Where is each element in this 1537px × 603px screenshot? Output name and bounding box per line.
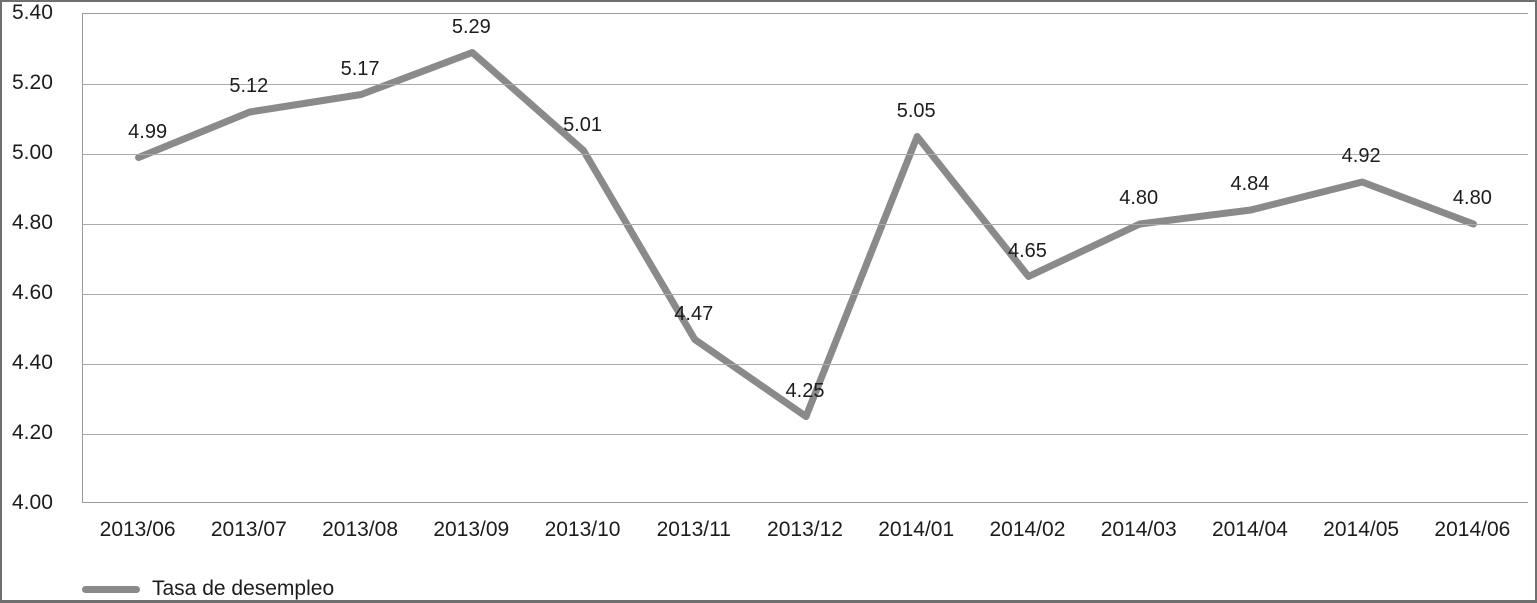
x-tick-label: 2013/08 bbox=[322, 518, 399, 541]
data-label: 4.92 bbox=[1341, 145, 1381, 167]
y-tick-label: 4.60 bbox=[12, 281, 53, 304]
data-label: 4.80 bbox=[1452, 187, 1492, 209]
data-label: 4.99 bbox=[128, 120, 168, 143]
data-label: 4.65 bbox=[1007, 239, 1047, 262]
legend-label: Tasa de desempleo bbox=[152, 577, 335, 600]
y-tick-label: 4.00 bbox=[12, 491, 53, 514]
data-label: 5.01 bbox=[563, 113, 602, 136]
x-tick-label: 2013/09 bbox=[433, 518, 510, 541]
series-line bbox=[135, 49, 1477, 420]
data-label: 5.29 bbox=[451, 15, 491, 38]
data-label: 5.05 bbox=[896, 99, 936, 122]
gridline bbox=[83, 363, 1528, 365]
data-label: 4.84 bbox=[1230, 173, 1270, 195]
x-tick-label: 2014/01 bbox=[878, 518, 955, 541]
gridline bbox=[83, 223, 1528, 225]
plot-area bbox=[82, 13, 1528, 503]
x-tick-label: 2013/12 bbox=[767, 518, 843, 541]
data-label: 5.12 bbox=[229, 75, 269, 97]
gridline bbox=[83, 153, 1528, 155]
y-tick-label: 4.80 bbox=[12, 211, 53, 234]
legend: Tasa de desempleo bbox=[82, 576, 335, 600]
x-tick-label: 2014/04 bbox=[1211, 518, 1288, 541]
x-tick-label: 2013/11 bbox=[656, 518, 731, 541]
y-tick-label: 4.20 bbox=[12, 421, 53, 444]
gridline bbox=[83, 83, 1528, 85]
y-tick-label: 4.40 bbox=[12, 351, 53, 374]
x-tick-label: 2014/03 bbox=[1100, 518, 1177, 541]
x-tick-label: 2013/10 bbox=[544, 518, 621, 541]
gridline bbox=[83, 433, 1528, 435]
y-tick-label: 5.00 bbox=[12, 141, 53, 164]
y-tick-label: 5.40 bbox=[12, 1, 53, 24]
x-tick-label: 2014/02 bbox=[989, 518, 1066, 541]
x-tick-label: 2014/06 bbox=[1434, 518, 1511, 541]
line-series-svg bbox=[135, 49, 1477, 420]
data-label: 4.47 bbox=[674, 302, 714, 325]
data-label: 5.17 bbox=[340, 57, 380, 80]
data-label: 4.25 bbox=[785, 379, 825, 402]
x-tick-label: 2013/06 bbox=[99, 518, 176, 541]
legend-line-swatch bbox=[82, 585, 140, 593]
y-tick-label: 5.20 bbox=[12, 71, 53, 94]
x-tick-label: 2014/05 bbox=[1323, 518, 1400, 541]
gridline bbox=[83, 293, 1528, 295]
x-tick-label: 2013/07 bbox=[210, 518, 287, 541]
data-label: 4.80 bbox=[1119, 187, 1159, 209]
